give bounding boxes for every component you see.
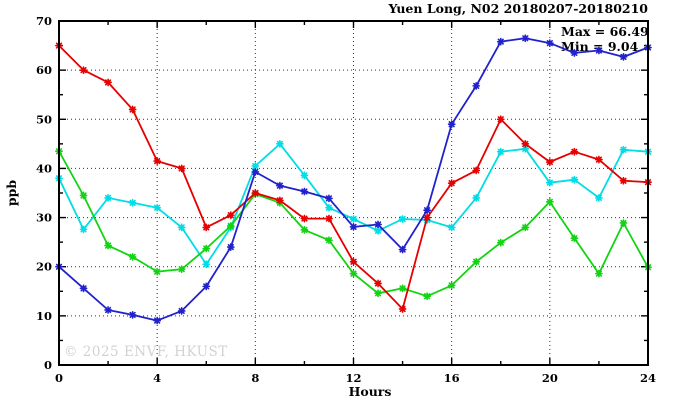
y-tick-label-10: 10 — [36, 309, 52, 323]
legend-min-value: Min = 9.04 — [561, 39, 639, 54]
series-red-day — [55, 41, 652, 313]
y-tick-label-60: 60 — [36, 63, 52, 77]
series-layer — [55, 34, 652, 325]
x-tick-label-4: 4 — [153, 371, 161, 385]
plot-frame — [58, 20, 649, 366]
x-tick-label-8: 8 — [251, 371, 259, 385]
y-tick-label-20: 20 — [36, 260, 52, 274]
series-line-blue-day — [58, 37, 649, 322]
watermark: © 2025 ENVF, HKUST — [64, 344, 228, 360]
y-axis-label: ppb — [4, 180, 19, 206]
y-tick-label-70: 70 — [36, 14, 52, 28]
y-tick-label-30: 30 — [36, 211, 52, 225]
chart-title: Yuen Long, N02 20180207-20180210 — [388, 1, 649, 16]
x-tick-label-0: 0 — [55, 371, 63, 385]
x-axis-label: Hours — [349, 384, 392, 399]
x-tick-label-12: 12 — [345, 371, 361, 385]
grid-layer — [59, 21, 648, 365]
series-markers-cyan-day — [55, 139, 652, 269]
series-blue-day — [55, 34, 652, 325]
series-cyan-day — [55, 139, 652, 269]
x-tick-label-24: 24 — [640, 371, 656, 385]
series-markers-blue-day — [55, 34, 652, 325]
axis-tick-labels: 0 4 8 12 16 20 24 0 10 20 30 40 50 60 70 — [36, 14, 656, 385]
y-tick-label-0: 0 — [44, 358, 52, 372]
y-tick-label-50: 50 — [36, 112, 52, 126]
legend-max-value: Max = 66.49 — [561, 24, 649, 39]
x-tick-label-16: 16 — [444, 371, 460, 385]
y-tick-label-40: 40 — [36, 161, 52, 175]
x-tick-label-20: 20 — [542, 371, 558, 385]
